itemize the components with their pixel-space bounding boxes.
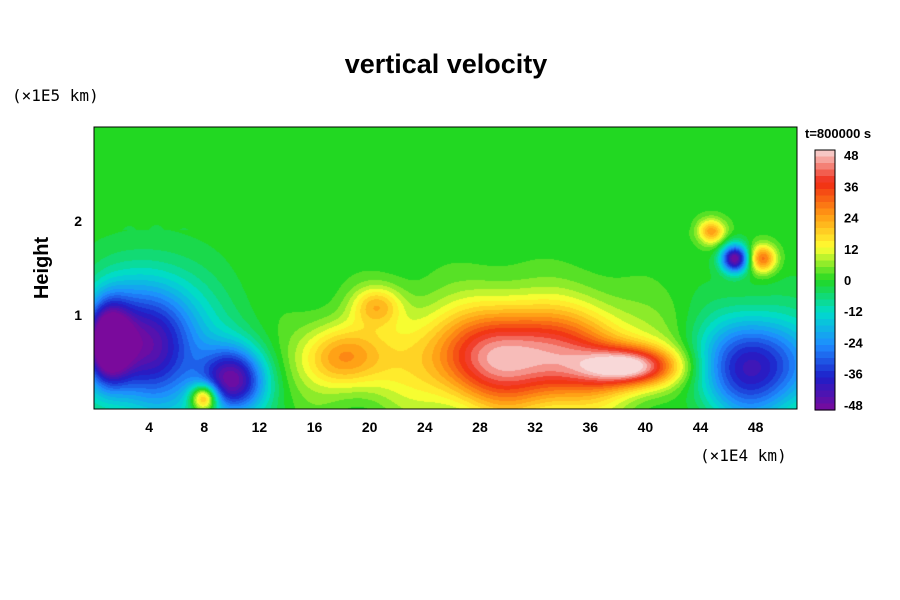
colorbar-band [815,254,835,262]
plot-frame [93,126,798,410]
y-tick-label: 1 [74,307,82,323]
colorbar-tick-label: -24 [844,335,864,350]
colorbar-band [815,358,835,366]
colorbar-band [815,371,835,379]
x-tick-label: 8 [200,419,208,435]
colorbar-band [815,241,835,249]
x-tick-label: 32 [527,419,543,435]
y-tick-label: 2 [74,213,82,229]
colorbar-frame [814,149,836,411]
colorbar-band [815,221,835,229]
x-tick-label: 28 [472,419,488,435]
colorbar-band [815,228,835,236]
colorbar: t=800000 s 48 36 24 12 0 -12 -24 -36 -48 [805,126,871,413]
colorbar-bands [815,150,835,411]
colorbar-tick-label: 48 [844,148,858,163]
colorbar-band [815,397,835,405]
x-axis-ticks: 4 8 12 16 20 24 28 32 36 40 44 48 [145,419,763,435]
colorbar-band [815,247,835,255]
colorbar-band [815,189,835,197]
x-tick-label: 4 [145,419,153,435]
colorbar-band [815,215,835,223]
colorbar-band [815,390,835,398]
colorbar-band [815,299,835,307]
colorbar-band [815,325,835,333]
colorbar-band [815,156,835,164]
colorbar-band [815,306,835,314]
x-unit-label: (×1E4 km) [700,446,787,465]
colorbar-tick-label: -12 [844,304,863,319]
colorbar-band [815,182,835,190]
colorbar-tick-label: 12 [844,242,858,257]
colorbar-band [815,273,835,281]
y-unit-label: (×1E5 km) [12,86,99,105]
colorbar-tick-label: -48 [844,398,863,413]
colorbar-tick-label: -36 [844,367,863,382]
colorbar-band [815,319,835,327]
colorbar-title: t=800000 s [805,126,871,141]
colorbar-band [815,377,835,385]
plot-area [93,126,798,410]
colorbar-band [815,208,835,216]
colorbar-tick-label: 36 [844,179,858,194]
colorbar-band [815,202,835,210]
colorbar-band [815,267,835,275]
colorbar-band [815,260,835,268]
colorbar-ticks: 48 36 24 12 0 -12 -24 -36 -48 [844,148,864,413]
colorbar-band [815,345,835,353]
x-tick-label: 48 [748,419,764,435]
colorbar-band [815,312,835,320]
colorbar-band [815,280,835,288]
x-tick-label: 16 [307,419,323,435]
x-tick-label: 44 [693,419,709,435]
colorbar-band [815,293,835,301]
colorbar-tick-label: 0 [844,273,851,288]
colorbar-band [815,364,835,372]
chart-title: vertical velocity [345,49,548,79]
colorbar-band [815,176,835,184]
colorbar-band [815,338,835,346]
colorbar-band [815,351,835,359]
x-tick-label: 36 [582,419,598,435]
x-tick-label: 40 [638,419,654,435]
colorbar-band [815,150,835,158]
x-tick-label: 20 [362,419,378,435]
y-axis-ticks: 12 [74,213,82,323]
colorbar-band [815,163,835,171]
x-tick-label: 12 [252,419,268,435]
colorbar-band [815,195,835,203]
colorbar-band [815,384,835,392]
colorbar-band [815,403,835,411]
colorbar-band [815,332,835,340]
y-axis-label: Height [31,237,53,300]
colorbar-band [815,169,835,177]
colorbar-tick-label: 24 [844,211,859,226]
x-tick-label: 24 [417,419,433,435]
heatmap-field [94,127,797,409]
colorbar-band [815,234,835,242]
colorbar-band [815,286,835,294]
